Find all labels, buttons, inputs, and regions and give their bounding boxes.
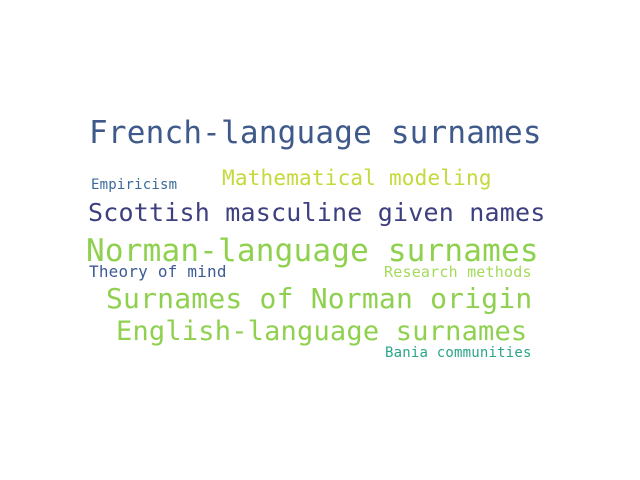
word-surnames-of-norman-origin: Surnames of Norman origin — [106, 282, 533, 315]
word-scottish-masculine-given-names: Scottish masculine given names — [88, 198, 546, 227]
word-norman-language-surnames: Norman-language surnames — [86, 233, 539, 269]
word-empiricism: Empiricism — [91, 177, 178, 193]
word-theory-of-mind: Theory of mind — [89, 262, 227, 281]
word-english-language-surnames: English-language surnames — [116, 316, 528, 347]
word-bania-communities: Bania communities — [385, 345, 532, 361]
word-french-language-surnames: French-language surnames — [89, 115, 542, 151]
word-research-methods: Research methods — [384, 263, 532, 281]
word-mathematical-modeling: Mathematical modeling — [222, 166, 492, 190]
